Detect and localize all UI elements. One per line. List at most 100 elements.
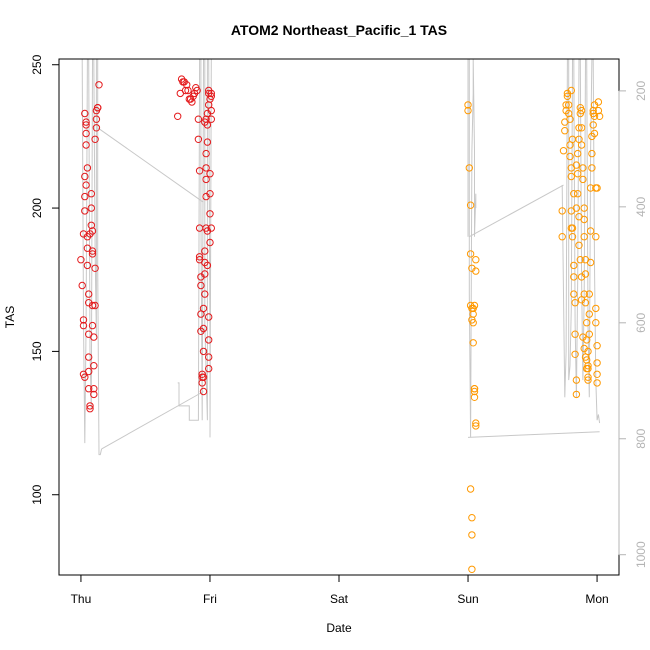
data-point <box>580 233 588 241</box>
gray-line-series <box>81 59 601 456</box>
data-point <box>85 385 93 393</box>
data-point <box>580 344 588 353</box>
gray-line-segment <box>101 391 204 450</box>
right-tick-label: 400 <box>634 197 648 217</box>
data-point <box>202 149 210 158</box>
data-point <box>590 112 599 121</box>
data-point <box>85 367 93 376</box>
data-point <box>568 135 577 144</box>
data-point <box>575 124 583 132</box>
data-point <box>90 390 98 399</box>
data-point <box>81 109 89 118</box>
data-point <box>574 170 582 178</box>
data-point <box>194 115 203 123</box>
data-point <box>588 164 596 172</box>
y-axis-title: TAS <box>3 306 17 328</box>
data-point <box>570 290 578 298</box>
data-point <box>594 106 603 115</box>
y-tick-label: 250 <box>30 54 44 74</box>
data-point <box>585 290 593 298</box>
data-point <box>466 250 475 258</box>
data-point <box>205 364 213 373</box>
data-point <box>85 290 93 298</box>
data-point <box>83 164 92 172</box>
data-point <box>205 313 213 321</box>
data-point <box>470 301 479 310</box>
data-point <box>593 379 601 387</box>
data-point <box>468 514 476 522</box>
data-point <box>595 112 604 121</box>
data-point <box>472 256 480 264</box>
data-point <box>199 347 208 356</box>
data-point <box>207 89 216 98</box>
data-point <box>82 141 90 149</box>
data-point <box>81 373 89 381</box>
data-point <box>82 118 90 126</box>
right-tick-label: 1000 <box>634 541 648 568</box>
data-point <box>92 124 101 132</box>
chart-title: ATOM2 Northeast_Pacific_1 TAS <box>231 22 447 38</box>
data-point <box>577 124 586 132</box>
data-point <box>207 224 216 232</box>
data-point <box>469 310 477 318</box>
gray-line-segment <box>97 127 204 203</box>
gray-line-segment <box>469 184 564 238</box>
data-point <box>565 101 573 109</box>
data-point <box>469 319 477 327</box>
data-point <box>579 333 587 341</box>
data-point <box>87 204 96 212</box>
data-point <box>563 92 572 101</box>
data-point <box>585 310 593 318</box>
data-point <box>86 405 94 413</box>
data-point <box>466 201 475 209</box>
data-point <box>202 175 210 184</box>
y-axis: 100 150 200 250 <box>30 54 60 505</box>
right-tick-label: 600 <box>634 312 648 332</box>
data-point <box>472 419 480 427</box>
data-point <box>581 353 590 361</box>
data-point <box>206 190 214 198</box>
data-point <box>574 190 582 198</box>
data-point <box>184 86 192 95</box>
data-point <box>202 115 210 123</box>
data-point <box>468 531 476 539</box>
right-tick-label: 800 <box>634 428 648 448</box>
x-tick-label: Sun <box>457 592 478 606</box>
data-point <box>91 135 99 144</box>
data-point <box>586 258 595 267</box>
data-points <box>77 75 604 573</box>
data-point <box>570 190 578 198</box>
data-point <box>88 250 97 258</box>
y-axis-right: 200 400 600 800 1000 <box>618 81 648 568</box>
data-point <box>562 101 570 109</box>
data-point <box>588 149 596 158</box>
data-point <box>592 319 600 327</box>
data-point <box>558 233 566 241</box>
data-point <box>82 121 90 129</box>
data-point <box>202 164 210 172</box>
data-point <box>566 152 574 161</box>
data-point <box>593 342 601 350</box>
data-point <box>561 127 569 135</box>
data-point <box>583 319 591 327</box>
gray-line-segment <box>177 59 212 438</box>
data-point <box>568 224 577 232</box>
data-point <box>576 256 584 264</box>
data-point <box>79 321 88 330</box>
data-point <box>197 281 205 290</box>
data-point <box>571 330 579 338</box>
data-point <box>91 264 99 272</box>
data-point <box>568 233 577 241</box>
data-point <box>181 86 190 95</box>
data-point <box>77 256 85 264</box>
data-point <box>95 81 103 89</box>
data-point <box>472 422 480 430</box>
data-point <box>82 181 90 189</box>
data-point <box>558 207 566 215</box>
data-point <box>472 267 480 275</box>
data-point <box>590 129 599 138</box>
data-point <box>577 106 586 115</box>
data-point <box>193 86 201 95</box>
data-point <box>90 333 98 341</box>
